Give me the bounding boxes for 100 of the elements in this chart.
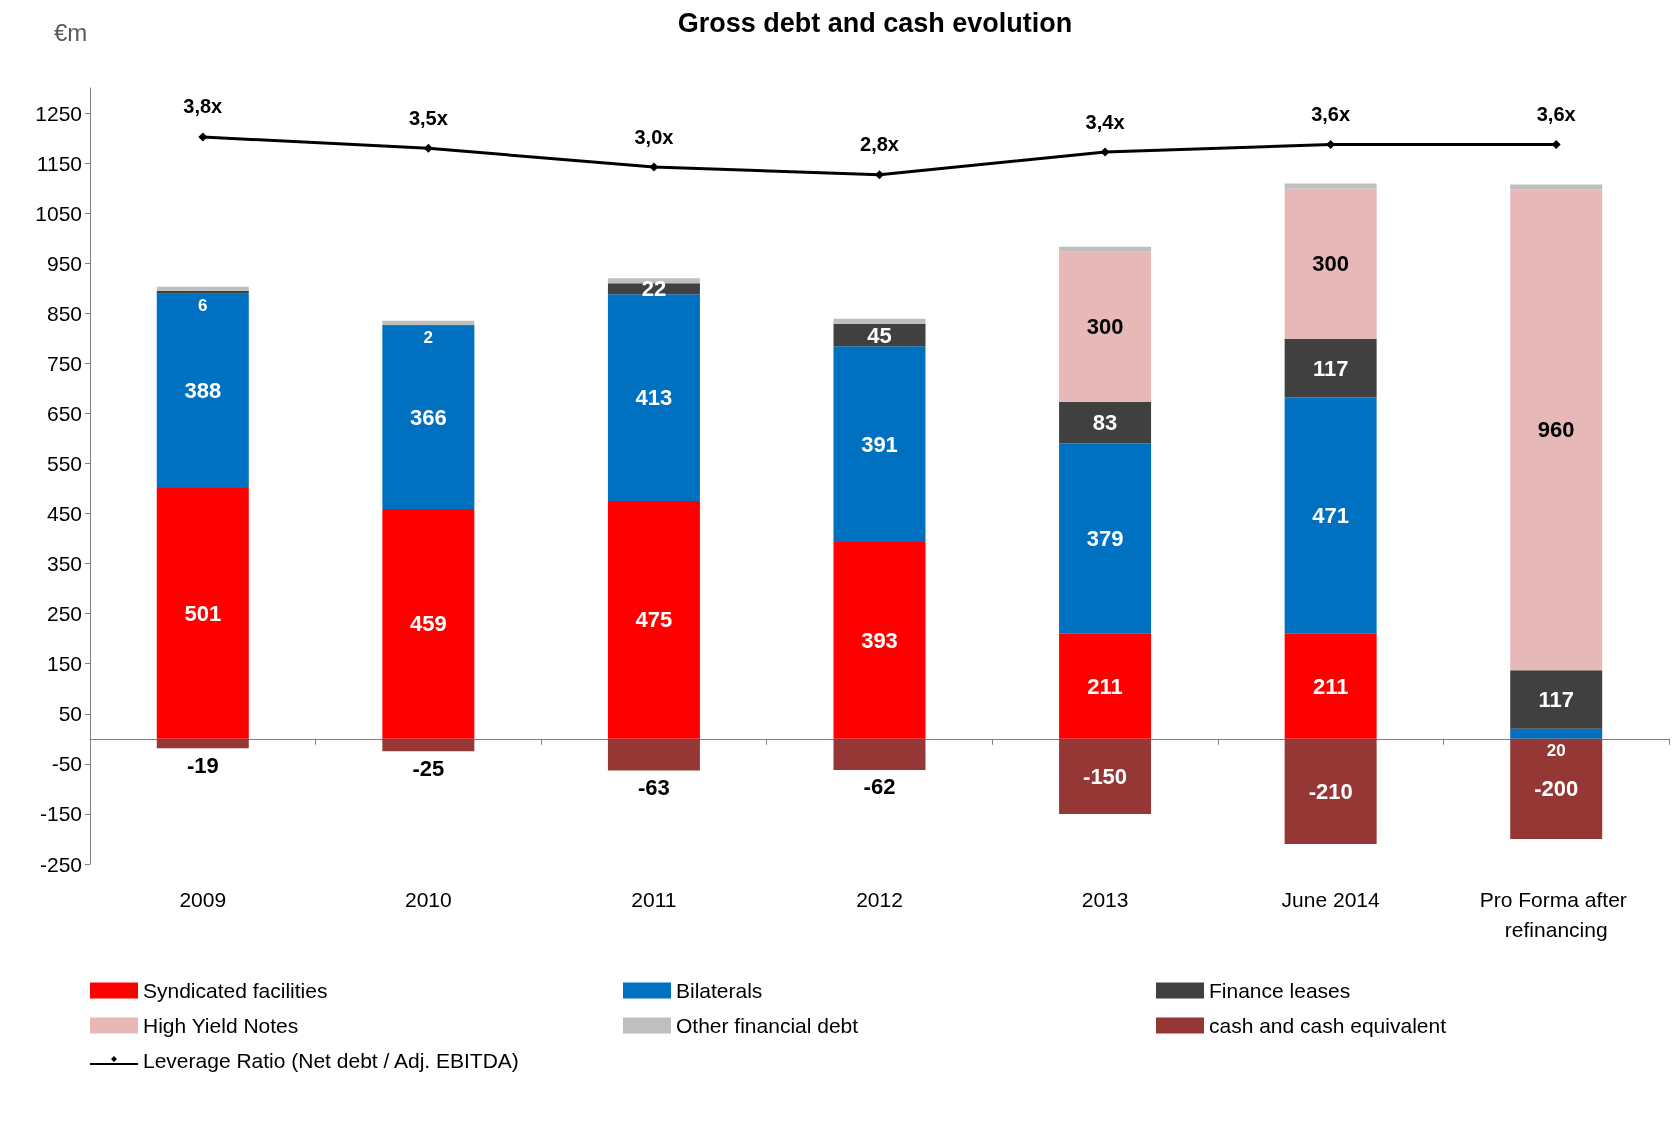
y-tick-label: 450 (46, 502, 82, 526)
legend-label: Leverage Ratio (Net debt / Adj. EBITDA) (143, 1049, 519, 1072)
point (423, 143, 433, 153)
bar (1284, 633, 1377, 739)
data-label: 300 (1312, 251, 1349, 277)
y-tick-label: 950 (46, 251, 82, 275)
legend-label: Other financial debt (676, 1014, 859, 1037)
data-label: -200 (1534, 776, 1579, 802)
y-tick-label: 850 (46, 301, 82, 325)
data-label: 45 (867, 322, 892, 348)
y-tick-label: 1150 (36, 151, 82, 175)
data-label: -62 (863, 774, 896, 800)
chart-title: Gross debt and cash evolution (677, 7, 1073, 38)
data-label: 83 (1092, 410, 1118, 436)
y-tick-label: 250 (46, 602, 82, 626)
data-label: 2 (423, 327, 434, 347)
data-label: 3,5x (408, 106, 448, 129)
y-tick-label: 550 (46, 451, 82, 475)
bar (833, 542, 926, 739)
data-label: -150 (1083, 763, 1128, 789)
data-label: 117 (1312, 355, 1349, 381)
bar (1284, 338, 1377, 398)
bar (1059, 251, 1152, 402)
data-label: 2,8x (860, 133, 899, 156)
data-label: 413 (635, 385, 673, 411)
bar (1510, 738, 1603, 839)
bar (1510, 184, 1603, 190)
x-tick-label: 2009 (179, 887, 227, 911)
data-label: 3,0x (634, 125, 674, 148)
y-tick-label: 1250 (35, 101, 82, 125)
y-tick-label: -150 (39, 802, 82, 826)
bar (1284, 188, 1377, 339)
bar (156, 738, 249, 749)
data-label: -19 (186, 752, 219, 778)
x-tick-label: 2010 (405, 887, 452, 911)
data-label: 475 (635, 607, 673, 633)
legend-label: Finance leases (1209, 979, 1351, 1002)
bar (607, 738, 700, 771)
bar (156, 290, 249, 294)
data-label: 391 (861, 431, 898, 457)
data-label: -63 (638, 774, 670, 800)
data-label: 471 (1312, 502, 1349, 528)
bar (833, 738, 926, 770)
bar (156, 286, 249, 291)
data-label: 211 (1312, 673, 1349, 699)
data-label: 379 (1086, 525, 1124, 551)
bar (1510, 728, 1603, 739)
legend-label: cash and cash equivalent (1209, 1014, 1447, 1037)
bar (1059, 443, 1152, 634)
bar (607, 501, 700, 739)
data-label: -210 (1308, 778, 1353, 804)
bar (156, 488, 249, 739)
point (1100, 147, 1110, 157)
y-tick-label: -250 (39, 852, 82, 876)
bar (1510, 189, 1603, 671)
bar (382, 738, 475, 752)
data-label: 3,6x (1311, 103, 1351, 125)
y-tick-label: -50 (51, 752, 82, 776)
point (875, 170, 884, 180)
bar (1284, 397, 1377, 634)
data-label: 20 (1546, 740, 1566, 760)
data-label: 960 (1537, 417, 1575, 443)
x-tick-label: June 2014 (1281, 887, 1381, 911)
data-label: 6 (198, 295, 208, 315)
bar (156, 293, 249, 489)
y-tick-label: 650 (46, 401, 82, 425)
point (198, 132, 208, 142)
data-label: 3,8x (183, 95, 223, 118)
bar (382, 320, 475, 325)
point (649, 162, 659, 172)
bar (1059, 738, 1152, 814)
data-label: 211 (1087, 673, 1123, 699)
bar (1510, 670, 1603, 729)
x-tick-label: 2011 (631, 887, 677, 911)
bar (382, 509, 475, 739)
data-label: 117 (1538, 687, 1574, 713)
bar (607, 294, 700, 502)
x-tick-label: 2013 (1081, 887, 1129, 911)
x-tick-label: Pro Forma after refinancing (1479, 887, 1633, 941)
data-label: 300 (1086, 314, 1124, 340)
bar (1284, 183, 1377, 189)
y-tick-label: 50 (58, 702, 82, 726)
bar (1059, 401, 1152, 444)
y-tick-label: 750 (46, 351, 82, 375)
data-label: 459 (410, 611, 447, 637)
bar (1059, 246, 1152, 252)
x-tick-label: 2012 (856, 887, 903, 911)
bar (1284, 738, 1377, 844)
y-tick-label: 1050 (35, 201, 82, 225)
bar (382, 325, 475, 510)
y-axis-title: €m (54, 18, 88, 46)
bar (833, 318, 926, 324)
y-tick-label: 350 (46, 552, 82, 576)
bar (1059, 633, 1152, 739)
data-label: -25 (412, 755, 445, 781)
data-label: 501 (184, 600, 222, 626)
data-label: 3,6x (1536, 103, 1576, 125)
bar (833, 346, 926, 543)
data-label: 393 (861, 627, 898, 653)
legend-label: Syndicated facilities (143, 979, 328, 1002)
